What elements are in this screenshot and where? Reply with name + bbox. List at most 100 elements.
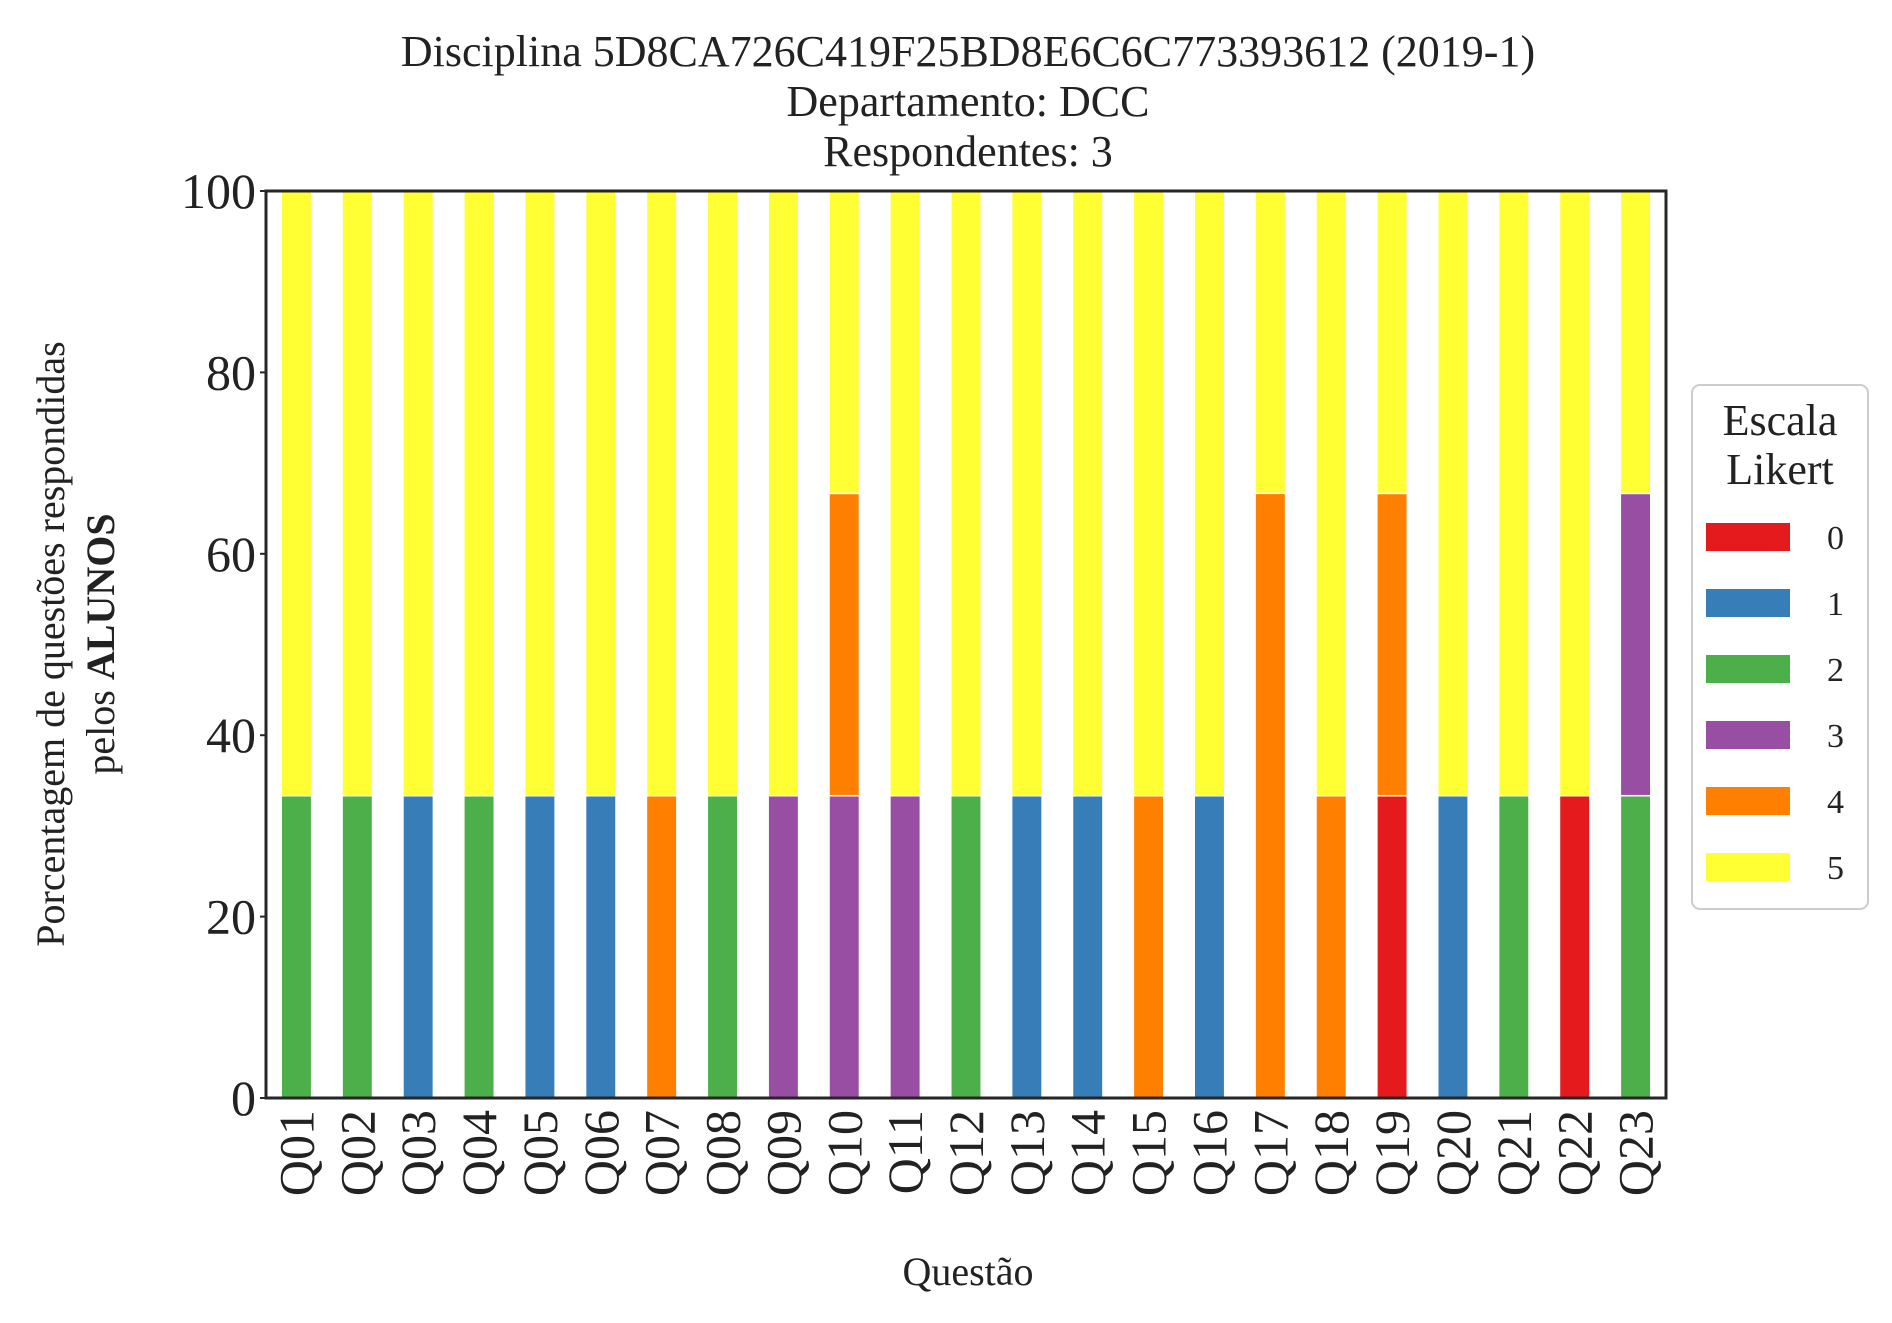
y-tick-label: 60 [206,526,256,582]
x-tick-label: Q01 [268,1110,324,1196]
bar-q14-level-1 [1071,794,1104,1099]
bar-q11-level-3 [889,794,922,1099]
bar-q01-level-5 [280,190,313,797]
bar-q21-level-5 [1497,190,1530,797]
legend-items: 0 1 2 3 4 5 [1706,520,1844,887]
bar-q12-level-5 [950,190,982,797]
bar-q14-level-5 [1071,190,1104,797]
x-tick-label: Q16 [1181,1110,1237,1196]
x-tick-label: Q04 [451,1110,507,1196]
bar-q18-level-5 [1315,190,1348,797]
bar-q22-level-5 [1558,190,1591,797]
x-tick-label: Q02 [329,1110,385,1196]
legend-label-3: 3 [1827,718,1844,755]
y-axis-label-line-1: Porcentagem de questões respondidas [28,341,73,946]
bar-q07-level-4 [645,794,678,1099]
bar-q12-level-2 [950,794,982,1099]
bar-q03-level-1 [402,794,435,1099]
bar-q08-level-2 [706,794,739,1099]
legend-swatch-0 [1706,523,1790,551]
bar-q07-level-5 [645,190,678,797]
legend-swatch-2 [1706,655,1790,683]
y-axis-ticks: 0 20 40 60 80 100 [181,163,266,1126]
bar-q16-level-1 [1193,794,1226,1099]
legend-label-1: 1 [1827,586,1844,623]
bar-q15-level-4 [1132,794,1165,1099]
x-tick-label: Q19 [1364,1110,1420,1196]
y-axis-label: Porcentagem de questões respondidas pelo… [28,341,123,946]
bar-q09-level-3 [767,794,800,1099]
bar-q13-level-1 [1010,794,1043,1099]
bar-q23-level-5 [1619,190,1652,495]
x-tick-label: Q21 [1486,1110,1542,1196]
x-tick-label: Q03 [390,1110,446,1196]
legend-frame [1691,384,1869,910]
legend-label-4: 4 [1827,784,1844,821]
bar-q23-level-2 [1619,794,1652,1099]
x-tick-label: Q12 [938,1110,994,1196]
legend-swatch-5 [1706,853,1790,881]
x-tick-label: Q10 [816,1110,872,1196]
x-tick-label: Q07 [634,1110,690,1196]
bar-q10-level-3 [828,794,861,1099]
legend: Escala Likert 0 1 2 3 4 5 [1691,384,1869,910]
bar-q15-level-5 [1132,190,1165,797]
y-axis-label-bold: ALUNOS [78,513,123,680]
chart-title-line-1: Disciplina 5D8CA726C419F25BD8E6C6C773393… [401,27,1535,76]
bar-q13-level-5 [1010,190,1043,797]
y-axis-label-line-2: pelos ALUNOS [78,513,123,774]
bar-q05-level-5 [523,190,556,797]
x-tick-label: Q08 [695,1110,751,1196]
chart-title-line-2: Departamento: DCC [787,77,1150,126]
x-tick-label: Q15 [1121,1110,1177,1196]
legend-label-0: 0 [1827,520,1844,557]
bar-q03-level-5 [402,190,435,797]
plot-frame [264,189,1668,1100]
x-tick-label: Q13 [999,1110,1055,1196]
x-tick-label: Q11 [877,1110,933,1194]
x-tick-label: Q14 [1060,1110,1116,1196]
bar-q21-level-2 [1497,794,1530,1099]
bars-layer [280,190,1652,1099]
x-tick-label: Q05 [512,1110,568,1196]
legend-label-5: 5 [1827,850,1844,887]
bar-q04-level-5 [463,190,496,797]
bar-q04-level-2 [463,794,496,1099]
x-tick-label: Q17 [1242,1110,1298,1196]
legend-title-line-1: Escala [1723,396,1838,445]
bar-q18-level-4 [1315,794,1348,1099]
x-tick-label: Q09 [755,1110,811,1196]
y-tick-label: 80 [206,344,256,400]
legend-swatch-1 [1706,589,1790,617]
bar-q19-level-4 [1376,492,1409,797]
bar-q20-level-5 [1436,190,1469,797]
y-tick-label: 0 [231,1070,256,1126]
bar-q17-level-5 [1254,190,1287,495]
bar-q10-level-5 [828,190,861,495]
chart-title: Disciplina 5D8CA726C419F25BD8E6C6C773393… [401,27,1535,176]
bar-q16-level-5 [1193,190,1226,797]
bar-q08-level-5 [706,190,739,797]
bar-q17-level-4 [1254,492,1287,1099]
x-tick-label: Q18 [1303,1110,1359,1196]
x-tick-label: Q20 [1425,1110,1481,1196]
bar-q02-level-2 [341,794,374,1099]
bar-q19-level-0 [1376,794,1409,1099]
chart-title-line-3: Respondentes: 3 [823,127,1113,176]
x-tick-label: Q06 [573,1110,629,1196]
bar-q23-level-3 [1619,492,1652,797]
bar-q11-level-5 [889,190,922,797]
x-tick-label: Q23 [1608,1110,1664,1196]
legend-title-line-2: Likert [1726,445,1834,494]
bar-q09-level-5 [767,190,800,797]
y-axis-label-prefix: pelos [78,680,123,774]
legend-swatch-3 [1706,721,1790,749]
bar-q05-level-1 [523,794,556,1099]
legend-label-2: 2 [1827,652,1844,689]
bar-q06-level-1 [584,794,617,1099]
x-axis-ticks: Q01 Q02 Q03 Q04 Q05 Q06 Q07 Q08 Q09 Q10 Q11 Q12 Q13 Q… [268,1110,1663,1196]
x-tick-label: Q22 [1547,1110,1603,1196]
legend-swatch-4 [1706,787,1790,815]
bar-q06-level-5 [584,190,617,797]
